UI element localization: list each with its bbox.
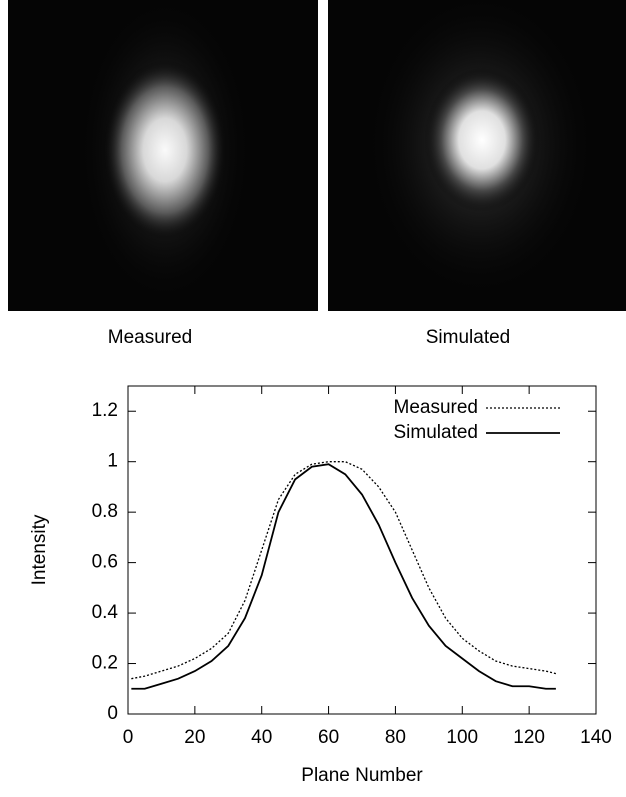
image-label: Measured [108,327,193,348]
legend-label: Simulated [394,422,479,443]
measured-image [8,0,318,311]
x-tick-label: 100 [446,727,478,748]
series-line [131,461,557,680]
series-line [131,463,556,690]
x-tick-label: 80 [385,727,406,748]
y-tick-label: 0.2 [92,653,118,674]
simulated-image [328,0,626,311]
x-tick-label: 60 [318,727,339,748]
y-tick-label: 0 [107,703,118,724]
image-label: Simulated [426,327,511,348]
plot-frame [127,385,597,715]
y-tick-label: 0.4 [92,602,119,623]
y-tick-label: 1.2 [92,400,118,421]
x-tick-label: 0 [123,727,134,748]
y-tick-label: 0.6 [92,552,118,573]
x-tick-label: 120 [513,727,545,748]
y-tick-label: 1 [107,451,118,472]
y-axis-label: Intensity [29,514,50,585]
x-tick-label: 20 [184,727,205,748]
y-tick-label: 0.8 [92,501,118,522]
x-tick-label: 40 [251,727,272,748]
legend-label: Measured [394,397,479,418]
x-axis-label: Plane Number [301,765,423,786]
x-tick-label: 140 [580,727,612,748]
